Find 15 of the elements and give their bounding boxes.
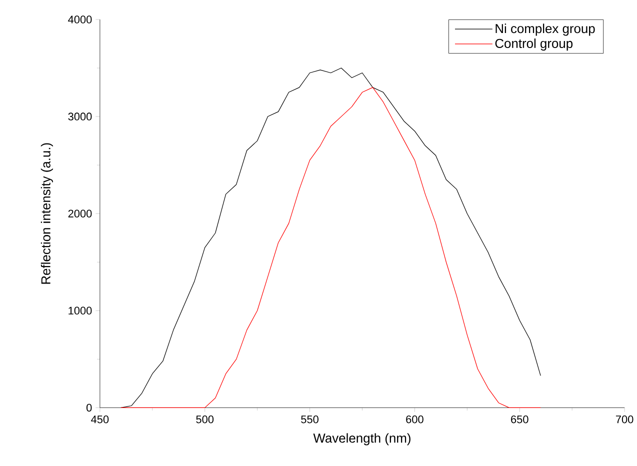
x-tick-label: 450: [91, 416, 109, 424]
y-tick-label: 1000: [68, 306, 92, 315]
x-tick-label: 650: [511, 416, 528, 424]
y-tick-label: 0: [86, 404, 92, 412]
x-axis-title: Wavelength (nm): [313, 433, 410, 446]
y-tick-label: 2000: [68, 210, 92, 218]
x-tick-label: 700: [616, 416, 634, 424]
legend-label: Ni complex group: [496, 24, 595, 36]
x-tick-label: 500: [196, 416, 214, 424]
x-tick-label: 600: [406, 416, 424, 424]
y-tick-label: 3000: [68, 112, 92, 121]
x-tick-label: 550: [301, 416, 318, 424]
legend-label: Control group: [495, 38, 573, 51]
y-axis-title: Reflection intensity (a.u.): [40, 143, 53, 284]
y-tick-label: 4000: [68, 16, 92, 24]
